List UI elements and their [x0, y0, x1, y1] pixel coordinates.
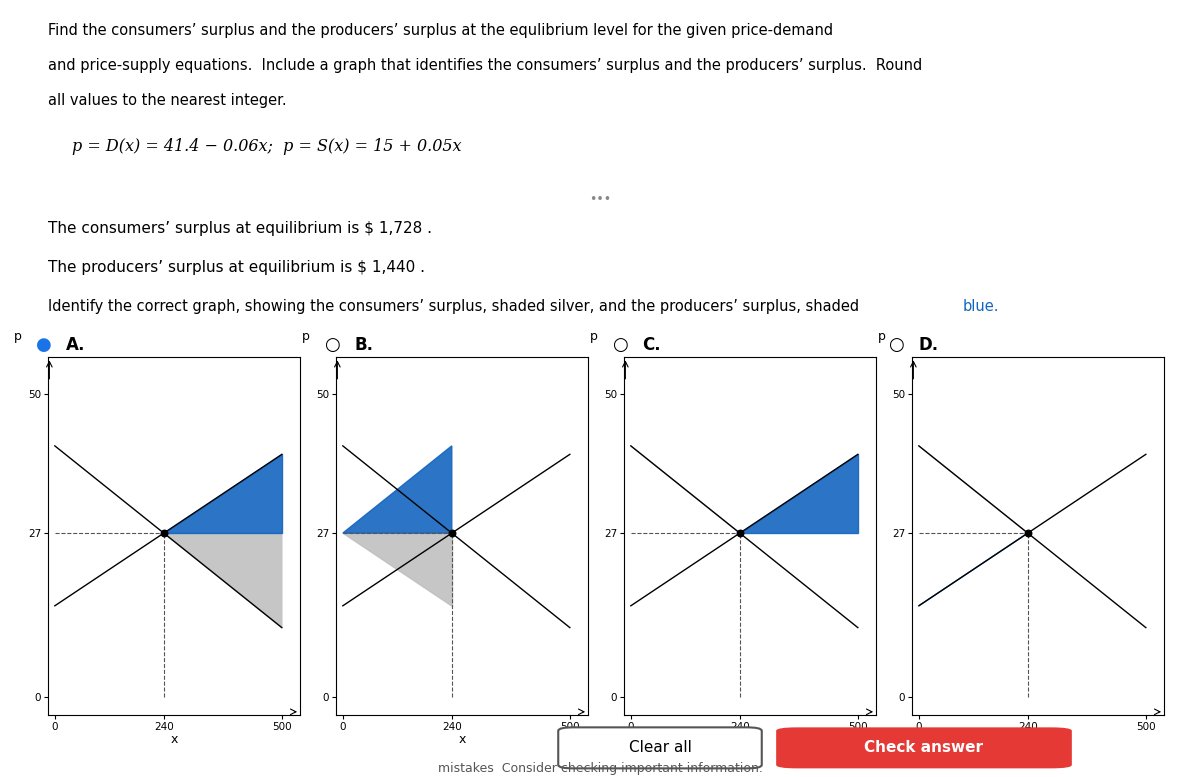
Text: ●: ● [36, 336, 52, 354]
Text: mistakes  Consider checking important information.: mistakes Consider checking important inf… [438, 762, 762, 775]
Text: The consumers’ surplus at equilibrium is $ 1,728 .: The consumers’ surplus at equilibrium is… [48, 221, 432, 236]
Text: ○: ○ [612, 336, 628, 354]
Text: p = D(x) = 41.4 − 0.06x;  p = S(x) = 15 + 0.05x: p = D(x) = 41.4 − 0.06x; p = S(x) = 15 +… [72, 138, 462, 155]
Text: B.: B. [354, 336, 373, 354]
Polygon shape [343, 533, 451, 606]
Y-axis label: p: p [878, 330, 886, 343]
Polygon shape [919, 446, 1027, 533]
X-axis label: x: x [170, 733, 178, 746]
Text: Check answer: Check answer [864, 740, 984, 755]
Polygon shape [631, 446, 739, 533]
Text: Clear all: Clear all [629, 740, 691, 755]
X-axis label: x: x [1034, 733, 1042, 746]
Text: and price-supply equations.  Include a graph that identifies the consumers’ surp: and price-supply equations. Include a gr… [48, 58, 923, 73]
Text: A.: A. [66, 336, 85, 354]
Text: The producers’ surplus at equilibrium is $ 1,440 .: The producers’ surplus at equilibrium is… [48, 260, 425, 275]
FancyBboxPatch shape [558, 727, 762, 768]
FancyBboxPatch shape [776, 727, 1072, 768]
Text: ○: ○ [324, 336, 340, 354]
X-axis label: x: x [458, 733, 466, 746]
Point [154, 527, 173, 539]
Text: Identify the correct graph, showing the consumers’ surplus, shaded silver, and t: Identify the correct graph, showing the … [48, 299, 864, 314]
Text: C.: C. [642, 336, 661, 354]
Y-axis label: p: p [14, 330, 22, 343]
Y-axis label: p: p [302, 330, 310, 343]
Text: •••: ••• [589, 193, 611, 206]
Text: blue.: blue. [962, 299, 998, 314]
Point [730, 527, 749, 539]
Text: D.: D. [918, 336, 938, 354]
Polygon shape [163, 533, 282, 628]
Polygon shape [739, 455, 858, 533]
Y-axis label: p: p [590, 330, 598, 343]
Polygon shape [343, 446, 451, 533]
Point [1018, 527, 1037, 539]
Polygon shape [919, 533, 1027, 606]
X-axis label: x: x [746, 733, 754, 746]
Text: all values to the nearest integer.: all values to the nearest integer. [48, 93, 287, 108]
Text: Find the consumers’ surplus and the producers’ surplus at the equlibrium level f: Find the consumers’ surplus and the prod… [48, 23, 833, 38]
Point [442, 527, 461, 539]
Text: ○: ○ [888, 336, 904, 354]
Polygon shape [163, 455, 282, 533]
